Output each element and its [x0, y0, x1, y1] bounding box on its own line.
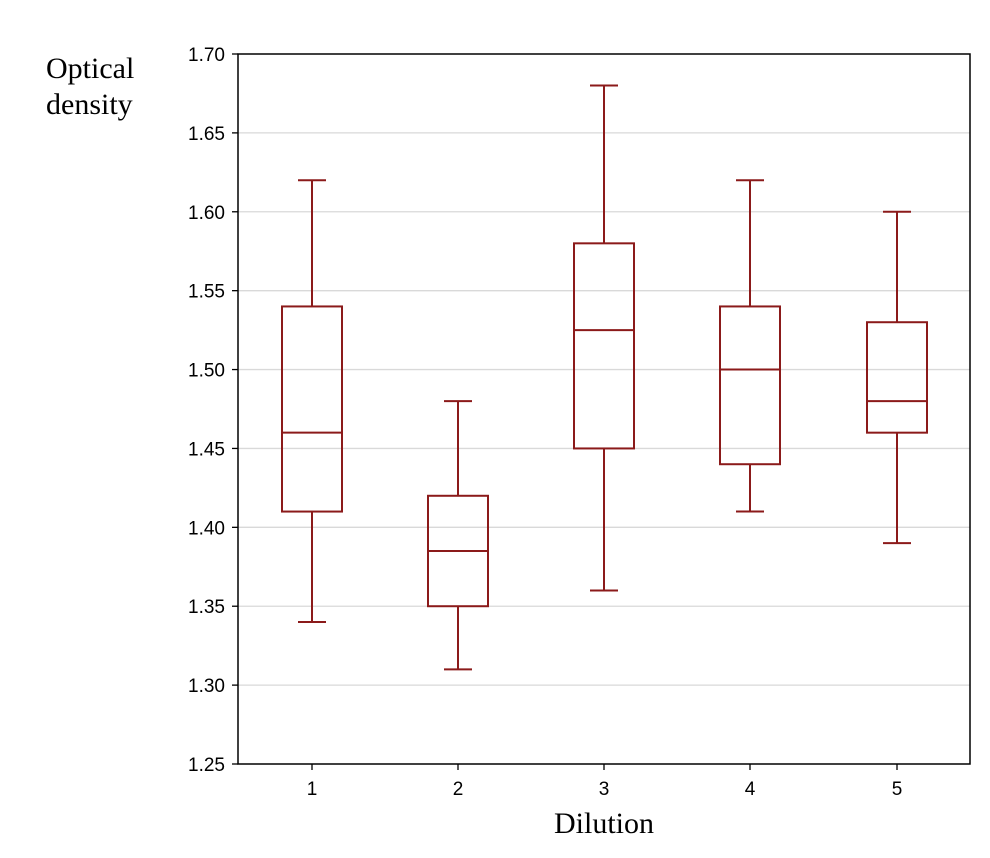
x-tick-label: 4 — [745, 779, 756, 800]
iqr-box — [281, 305, 343, 513]
iqr-box — [573, 242, 635, 450]
x-tick-label: 5 — [892, 779, 903, 800]
y-tick-label: 1.60 — [188, 203, 225, 224]
x-axis-ticks: 1 2 3 4 5 — [307, 764, 903, 800]
y-axis-title-line-2: density — [46, 88, 133, 121]
iqr-box — [719, 305, 781, 466]
x-axis-title: Dilution — [554, 807, 654, 840]
y-tick-label: 1.50 — [188, 361, 225, 382]
boxes — [281, 84, 928, 671]
y-tick-label: 1.70 — [188, 45, 225, 66]
box-group-2 — [427, 400, 489, 671]
box-group-5 — [866, 210, 928, 545]
x-tick-label: 3 — [599, 779, 610, 800]
y-axis-title-line-1: Optical — [46, 52, 134, 85]
x-tick-label: 1 — [307, 779, 318, 800]
y-axis-ticks: 1.25 1.30 1.35 1.40 1.45 1.50 1.55 1.60 1.65 1.70 — [188, 45, 238, 776]
y-tick-label: 1.45 — [188, 439, 225, 460]
box-group-4 — [719, 179, 781, 513]
y-tick-label: 1.35 — [188, 597, 225, 618]
y-tick-label: 1.30 — [188, 676, 225, 697]
y-tick-label: 1.55 — [188, 282, 225, 303]
iqr-box — [866, 321, 928, 434]
box-group-3 — [573, 84, 635, 592]
y-tick-label: 1.65 — [188, 124, 225, 145]
y-tick-label: 1.40 — [188, 518, 225, 539]
y-tick-label: 1.25 — [188, 755, 225, 776]
x-tick-label: 2 — [453, 779, 464, 800]
box-group-1 — [281, 179, 343, 623]
